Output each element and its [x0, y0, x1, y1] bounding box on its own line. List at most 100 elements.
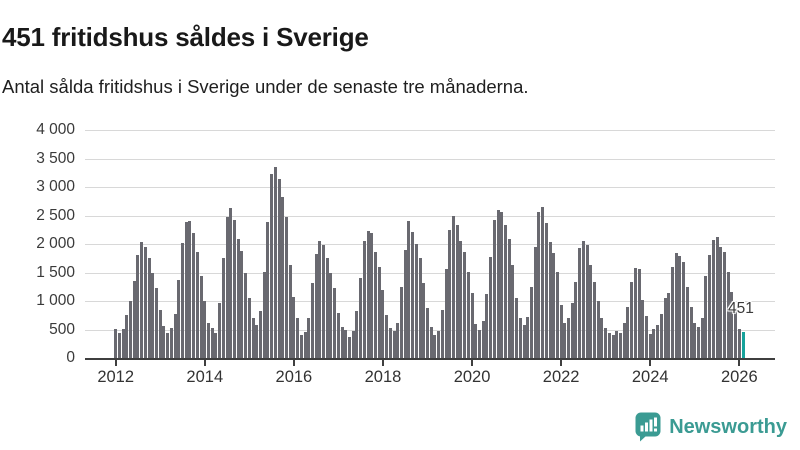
- bar: [155, 287, 159, 358]
- bar: [437, 330, 441, 358]
- bar: [344, 330, 348, 358]
- bar: [169, 328, 173, 358]
- page-title: 451 fritidshus såldes i Sverige: [2, 22, 369, 53]
- bar: [645, 316, 649, 358]
- bar: [132, 280, 136, 358]
- bar: [385, 314, 389, 358]
- gridline: [85, 215, 775, 217]
- bar: [470, 292, 474, 358]
- bar: [578, 248, 582, 358]
- last-value-label: 451: [728, 300, 754, 317]
- bar: [192, 233, 196, 358]
- bar: [656, 324, 660, 358]
- x-axis-tick-label: 2024: [631, 368, 669, 386]
- bar: [555, 272, 559, 358]
- y-axis-tick-label: 2 000: [36, 235, 75, 252]
- bar: [307, 318, 311, 358]
- bar: [682, 262, 686, 358]
- bar: [336, 313, 340, 358]
- y-axis-tick-label: 1 500: [36, 263, 75, 281]
- bar: [143, 247, 147, 358]
- bar: [604, 328, 608, 358]
- bar: [700, 318, 704, 358]
- bar: [362, 240, 366, 358]
- gridline: [85, 272, 775, 274]
- bar: [262, 272, 266, 358]
- bar: [671, 267, 674, 358]
- bar: [318, 240, 322, 358]
- bar: [533, 246, 537, 358]
- bar: [630, 281, 634, 358]
- bar: [292, 296, 296, 358]
- bar: [125, 314, 129, 358]
- bar: [496, 210, 500, 358]
- bar: [563, 322, 567, 358]
- bar: [162, 325, 166, 358]
- bar: [314, 253, 318, 358]
- bar: [593, 281, 597, 358]
- bar: [585, 245, 589, 358]
- bar: [722, 252, 726, 358]
- bar: [489, 257, 493, 358]
- gridline: [85, 130, 775, 131]
- bar: [440, 310, 444, 358]
- bar: [121, 328, 125, 358]
- x-axis-tick-label: 2018: [364, 368, 402, 386]
- bar: [207, 323, 210, 358]
- bar: [518, 317, 522, 358]
- bar: [166, 332, 170, 358]
- bar: [711, 240, 715, 358]
- bar: [541, 206, 545, 358]
- bar: [129, 300, 133, 358]
- bar: [240, 250, 244, 358]
- bar: [652, 329, 656, 358]
- bar: [689, 306, 693, 358]
- bar: [444, 268, 448, 358]
- bar: [659, 314, 663, 358]
- x-axis-tick: [203, 360, 206, 366]
- bar: [581, 241, 585, 358]
- newsworthy-logo: Newsworthy: [635, 412, 787, 442]
- bar: [544, 223, 548, 358]
- bar: [403, 249, 407, 358]
- bar: [641, 300, 645, 358]
- bar: [303, 332, 307, 358]
- bar: [485, 293, 489, 358]
- x-axis-tick-label: 2026: [720, 368, 758, 386]
- bar: [188, 220, 192, 358]
- y-axis-tick-label: 3 000: [36, 178, 75, 195]
- gridline: [85, 244, 775, 245]
- bar: [388, 328, 392, 358]
- gridline: [85, 187, 775, 188]
- bar: [715, 237, 719, 358]
- x-axis-tick: [560, 360, 563, 366]
- bar: [366, 230, 370, 358]
- x-axis-tick: [114, 360, 117, 366]
- bar: [348, 336, 352, 358]
- bar: [177, 279, 181, 358]
- bar: [474, 324, 478, 358]
- bar: [492, 220, 496, 358]
- bar: [615, 330, 619, 358]
- brand-wordmark: Newsworthy: [669, 415, 787, 438]
- bar: [559, 304, 563, 358]
- y-axis-tick-label: 500: [49, 320, 75, 338]
- bar: [370, 232, 374, 358]
- bar: [140, 241, 144, 358]
- bar: [351, 330, 355, 358]
- bar: [322, 245, 326, 358]
- bar: [477, 330, 481, 358]
- bar: [277, 179, 281, 358]
- x-axis-tick-label: 2022: [542, 368, 580, 386]
- bar: [333, 288, 337, 358]
- newsworthy-logo-icon: [635, 412, 661, 442]
- x-axis-tick-label: 2020: [453, 368, 491, 386]
- bar: [296, 318, 300, 358]
- bar: [633, 267, 637, 358]
- bar: [600, 318, 604, 358]
- bar: [288, 265, 292, 358]
- bar: [466, 272, 470, 358]
- bar: [663, 298, 667, 358]
- bar: [481, 320, 485, 358]
